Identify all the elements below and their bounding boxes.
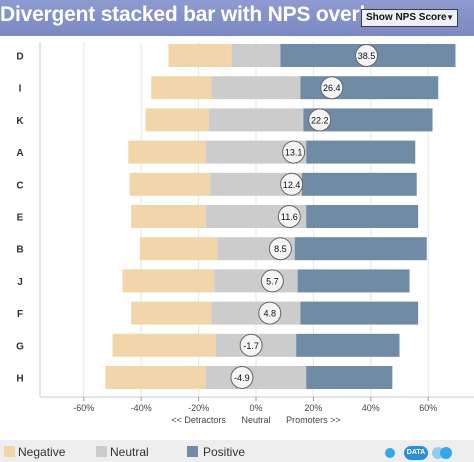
- bar-negative: [129, 172, 211, 196]
- bar-neutral: [205, 140, 307, 164]
- bar-neutral: [231, 44, 281, 67]
- category-label: C: [16, 180, 23, 191]
- category-label: I: [19, 84, 22, 95]
- category-label: J: [17, 277, 23, 288]
- nps-score-label: 38.5: [358, 51, 376, 61]
- category-label: G: [16, 341, 24, 352]
- x-tick-label: 0%: [249, 403, 262, 413]
- nps-score-label: 26.4: [323, 83, 341, 93]
- bar-negative: [145, 108, 209, 132]
- nps-score-marker: [260, 269, 284, 293]
- divergent-bar-chart: D 38.5 I 26.4 K 22.2 A 13.1 C 12.4 E 11.6 B 8.5 J 5.7 F 4…: [16, 42, 474, 425]
- nps-score-dropdown-label: Show NPS Score: [366, 12, 447, 23]
- category-label: B: [16, 245, 23, 256]
- category-label: A: [16, 148, 23, 159]
- nps-score-marker: [258, 301, 282, 325]
- bar-neutral: [208, 108, 304, 132]
- chart-title: Divergent stacked bar with NPS overlay: [0, 3, 389, 26]
- bar-negative: [168, 44, 232, 67]
- category-label: H: [16, 374, 23, 385]
- chart-header: Divergent stacked bar with NPS overlay S…: [0, 0, 474, 36]
- bar-negative: [128, 140, 206, 164]
- nps-score-label: 4.8: [264, 309, 277, 319]
- nps-score-marker: [277, 205, 301, 228]
- bar-positive: [306, 205, 419, 228]
- bar-negative: [105, 366, 206, 389]
- bar-negative: [139, 237, 218, 261]
- nps-score-marker: [268, 237, 292, 261]
- chevron-down-icon: ▼: [446, 13, 454, 22]
- nps-score-label: -4.9: [234, 373, 250, 383]
- category-label: K: [16, 116, 24, 127]
- x-tick-label: -60%: [73, 403, 94, 413]
- category-label: E: [17, 213, 24, 224]
- axis-annotation-detractors: << Detractors: [171, 415, 226, 425]
- bar-negative: [151, 76, 212, 100]
- nps-score-label: 12.4: [283, 180, 301, 190]
- nps-score-marker: [320, 76, 344, 100]
- bar-negative: [122, 269, 215, 293]
- nps-score-dropdown[interactable]: Show NPS Score ▼: [361, 9, 458, 27]
- bar-positive: [296, 333, 400, 357]
- bar-positive: [294, 237, 427, 261]
- bar-negative: [112, 333, 216, 357]
- legend-swatch-neutral: [96, 446, 107, 457]
- nps-score-label: 22.2: [311, 115, 329, 125]
- legend-label-neutral: Neutral: [110, 445, 149, 459]
- axis-annotation-neutral: Neutral: [241, 415, 270, 425]
- bar-positive: [306, 366, 393, 389]
- nps-score-label: 11.6: [281, 212, 298, 222]
- bar-positive: [306, 140, 416, 164]
- x-tick-label: 20%: [304, 403, 322, 413]
- bar-positive: [303, 108, 433, 132]
- bar-positive: [297, 269, 410, 293]
- nps-score-label: 8.5: [274, 244, 287, 254]
- bar-neutral: [205, 366, 307, 389]
- nps-score-marker: [354, 44, 378, 67]
- x-tick-label: 60%: [419, 403, 437, 413]
- bar-neutral: [214, 269, 298, 293]
- bar-neutral: [210, 172, 302, 196]
- x-tick-label: 40%: [362, 403, 380, 413]
- x-tick-label: -20%: [188, 403, 209, 413]
- nps-score-marker: [308, 108, 332, 132]
- logo-badge: DATA: [404, 446, 428, 460]
- legend-swatch-positive: [187, 446, 198, 457]
- bar-positive: [301, 172, 417, 196]
- logo-dot-icon: [385, 448, 395, 458]
- bar-negative: [131, 205, 206, 228]
- chart-legend: Negative Neutral Positive DATA: [0, 440, 474, 462]
- nps-score-marker: [280, 172, 304, 196]
- legend-label-positive: Positive: [203, 445, 246, 459]
- category-label: D: [16, 52, 23, 63]
- nps-score-label: 5.7: [266, 276, 279, 286]
- bar-positive: [300, 301, 419, 325]
- x-tick-label: -40%: [131, 403, 152, 413]
- nps-score-label: 13.1: [285, 148, 303, 158]
- nps-score-marker: [282, 140, 306, 164]
- axis-annotation-promoters: Promoters >>: [286, 415, 341, 425]
- legend-label-negative: Negative: [18, 445, 66, 459]
- nps-score-marker: [239, 333, 263, 357]
- nps-score-label: -1.7: [243, 341, 259, 351]
- category-label: F: [17, 309, 23, 320]
- bar-negative: [131, 301, 212, 325]
- logo-dot-icon: [440, 447, 452, 459]
- nps-score-marker: [230, 366, 254, 389]
- legend-swatch-negative: [4, 446, 15, 457]
- bar-neutral: [211, 76, 301, 100]
- bar-neutral: [211, 301, 301, 325]
